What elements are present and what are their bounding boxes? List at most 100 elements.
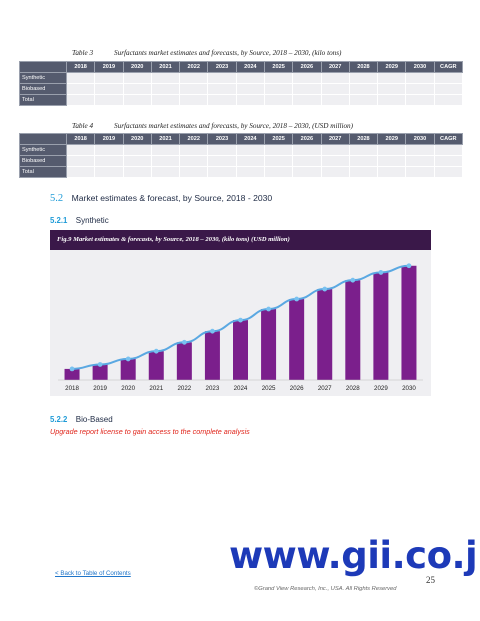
table-cell — [405, 166, 435, 178]
section-number: 5.2 — [50, 193, 64, 204]
row-header: Synthetic — [19, 144, 67, 156]
table-cell — [179, 83, 209, 95]
table-cell — [122, 155, 152, 167]
column-header: 2020 — [122, 133, 152, 145]
table-cell — [94, 83, 124, 95]
line-point-2022 — [181, 339, 187, 345]
section-title: Market estimates & forecast, by Source, … — [71, 193, 273, 203]
table3-caption-text: Surfactants market estimates and forecas… — [114, 49, 342, 57]
table-cell — [320, 155, 350, 167]
row-header: Biobased — [19, 155, 67, 167]
table-cell — [433, 72, 463, 84]
table-cell — [235, 94, 265, 106]
table-cell — [150, 166, 181, 178]
column-header: 2018 — [65, 61, 96, 73]
table4: 2018 2019 2020 2021 2022 2023 2024 2025 2026 2027… — [19, 133, 463, 178]
table-corner-cell — [19, 61, 67, 73]
table-cell — [65, 72, 96, 84]
x-tick-label: 2018 — [65, 385, 79, 392]
column-header: 2027 — [320, 133, 350, 145]
table-cell — [122, 144, 152, 156]
table-row: Total — [19, 166, 463, 178]
column-header: 2023 — [207, 61, 237, 73]
chart-title-bar: Fig.9 Market estimates & forecasts, by S… — [50, 230, 431, 250]
table-cell — [150, 94, 181, 106]
column-header: 2018 — [65, 133, 96, 145]
table-cell — [263, 94, 294, 106]
table-cell — [179, 72, 209, 84]
line-point-2026 — [294, 296, 300, 302]
column-header: 2019 — [94, 61, 124, 73]
column-header: 2025 — [263, 133, 294, 145]
column-header: 2028 — [348, 133, 379, 145]
column-header: 2027 — [320, 61, 350, 73]
x-tick-label: 2029 — [374, 385, 388, 392]
table-cell — [377, 94, 407, 106]
table-cell — [65, 155, 96, 167]
table-cell — [292, 72, 322, 84]
bar-2022 — [176, 342, 192, 380]
bar-2019 — [92, 364, 108, 380]
table-cell — [65, 166, 96, 178]
subsection-biobased: 5.2.2 Bio-Based — [50, 409, 113, 427]
table-row: Synthetic — [19, 72, 463, 84]
column-header: CAGR — [433, 61, 463, 73]
x-tick-label: 2030 — [402, 385, 416, 392]
table-cell — [320, 166, 350, 178]
table-row: Synthetic — [19, 144, 463, 156]
table-cell — [179, 94, 209, 106]
table-corner-cell — [19, 133, 67, 145]
bar-2021 — [148, 351, 164, 380]
table-cell — [235, 144, 265, 156]
table-cell — [235, 166, 265, 178]
line-point-2023 — [210, 328, 215, 334]
x-tick-label: 2019 — [93, 385, 107, 392]
table-cell — [207, 72, 237, 84]
table-row: Total — [19, 94, 463, 106]
table-cell — [207, 166, 237, 178]
row-header: Total — [19, 94, 67, 106]
x-tick-label: 2023 — [206, 385, 220, 392]
column-header: 2019 — [94, 133, 124, 145]
table3-label: Table 3 — [72, 49, 94, 57]
table-cell — [122, 83, 152, 95]
table-cell — [377, 144, 407, 156]
line-point-2025 — [266, 306, 271, 312]
table-cell — [263, 155, 294, 167]
table-cell — [122, 166, 152, 178]
table-cell — [292, 83, 322, 95]
column-header: 2022 — [179, 61, 209, 73]
line-point-2028 — [350, 277, 356, 283]
table-cell — [348, 144, 379, 156]
column-header: 2024 — [235, 61, 265, 73]
table-cell — [263, 72, 294, 84]
table-cell — [348, 83, 379, 95]
bar-2020 — [120, 358, 136, 380]
subsection-number: 5.2.1 — [50, 216, 68, 225]
table-cell — [320, 144, 350, 156]
table-cell — [405, 155, 435, 167]
x-tick-label: 2022 — [177, 385, 191, 392]
row-header: Biobased — [19, 83, 67, 95]
line-point-2020 — [125, 356, 131, 362]
bar-2024 — [233, 320, 248, 380]
table-cell — [179, 155, 209, 167]
bar-2023 — [204, 331, 220, 380]
x-tick-label: 2024 — [234, 385, 248, 392]
line-point-2029 — [378, 270, 384, 275]
table-cell — [122, 72, 152, 84]
column-header: CAGR — [433, 133, 463, 145]
table-cell — [122, 94, 152, 106]
table-cell — [179, 166, 209, 178]
table-cell — [150, 83, 181, 95]
bar-2030 — [401, 265, 417, 380]
line-point-2019 — [97, 362, 103, 367]
column-header: 2029 — [377, 61, 407, 73]
table-cell — [207, 144, 237, 156]
chart-svg: 2018 2019 2020 2021 2022 2023 2024 2025 2026 2027… — [58, 263, 423, 392]
column-header: 2020 — [122, 61, 152, 73]
table-cell — [292, 155, 322, 167]
subsection-title: Synthetic — [75, 216, 109, 225]
table-cell — [405, 94, 435, 106]
back-to-toc-link[interactable]: < Back to Table of Contents — [55, 570, 131, 577]
